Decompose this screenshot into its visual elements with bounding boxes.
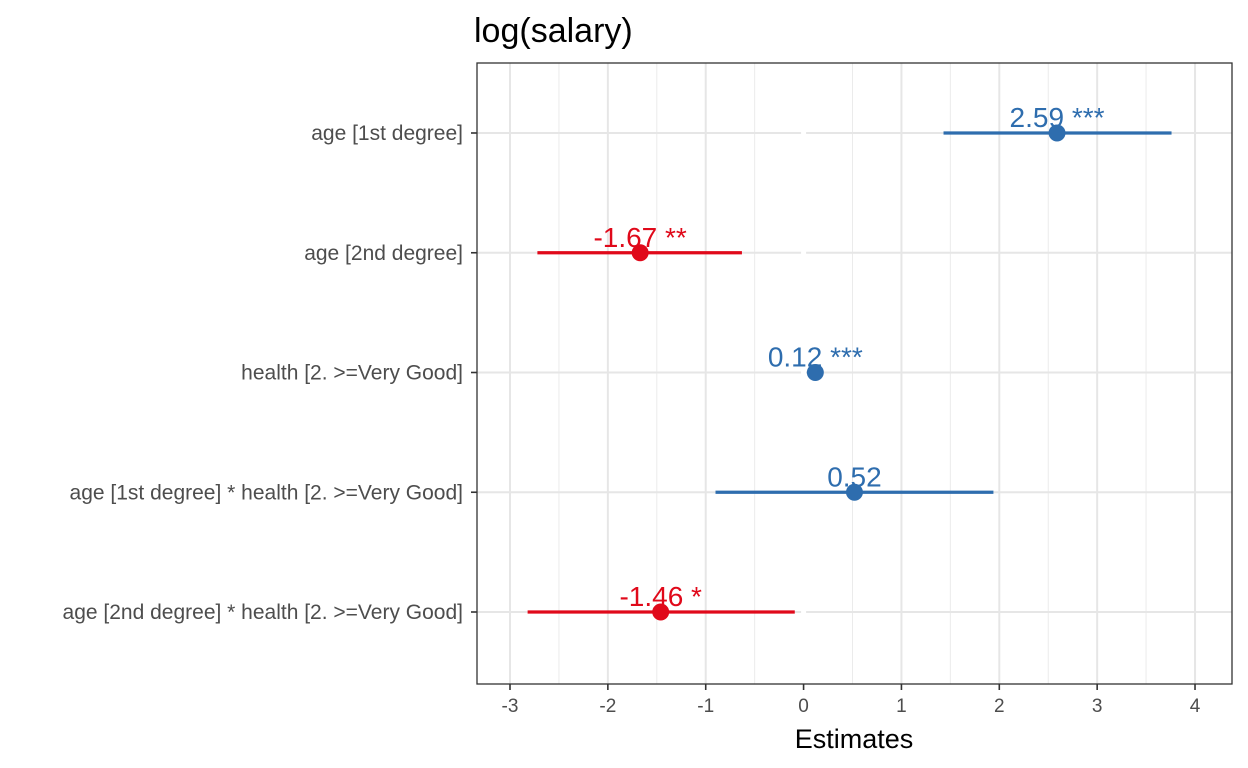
y-tick-label: age [2nd degree]: [304, 242, 463, 265]
y-tick-label: age [1st degree] * health [2. >=Very Goo…: [70, 481, 463, 504]
x-tick-label: -1: [697, 696, 714, 717]
estimate-label: 2.59 ***: [1010, 102, 1105, 133]
estimate-label: -1.46 *: [619, 581, 702, 612]
estimate-point: [1048, 124, 1066, 142]
x-tick-label: 3: [1092, 696, 1103, 717]
x-tick-label: -2: [599, 696, 616, 717]
estimate-label: 0.12 ***: [768, 342, 863, 373]
estimate-point: [845, 483, 863, 501]
estimate-point: [631, 244, 649, 262]
x-tick-label: 2: [994, 696, 1005, 717]
grid-layer: [477, 63, 1232, 684]
estimate-label: 0.52: [827, 461, 882, 492]
x-axis-title: Estimates: [795, 724, 914, 754]
chart-title: log(salary): [474, 12, 633, 50]
y-tick-label: age [1st degree]: [311, 122, 463, 145]
estimate-point: [806, 364, 824, 381]
x-tick-label: 4: [1190, 696, 1201, 717]
plot-panel-border: [476, 62, 1233, 685]
estimate-point: [652, 603, 670, 621]
estimate-label: -1.67 **: [593, 222, 686, 253]
mark-layer: 2.59 *** -1.67 ** 0.12 *** 0.52 -1.46 *: [527, 102, 1172, 621]
y-tick-label: health [2. >=Very Good]: [241, 362, 463, 385]
x-tick-label: -3: [502, 696, 519, 717]
x-tick-label: 0: [798, 696, 809, 717]
x-tick-label: 1: [896, 696, 907, 717]
axis-layer: age [1st degree] age [2nd degree] health […: [63, 122, 1201, 717]
y-tick-label: age [2nd degree] * health [2. >=Very Goo…: [63, 601, 463, 624]
